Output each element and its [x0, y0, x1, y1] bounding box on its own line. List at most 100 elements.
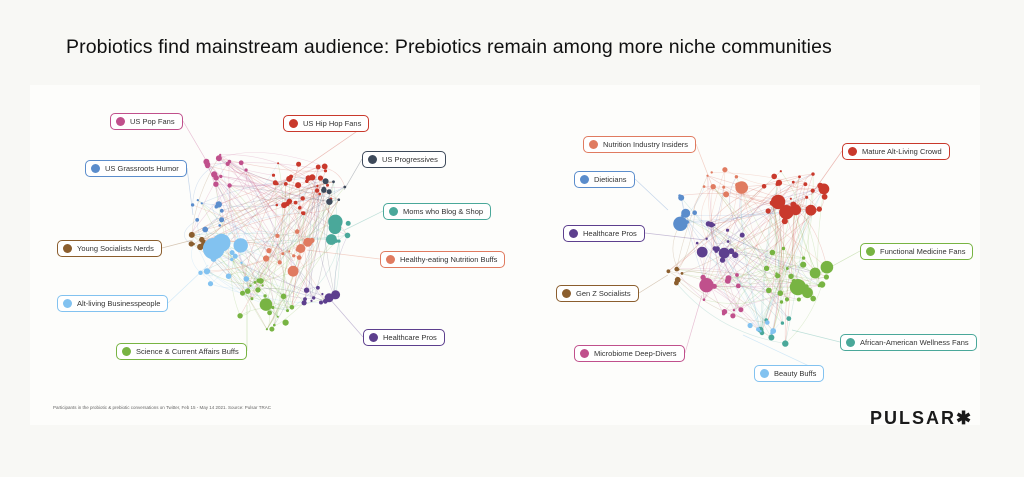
edge [214, 174, 303, 199]
edge [786, 212, 827, 278]
node [289, 305, 295, 310]
edge [240, 178, 290, 246]
node [271, 305, 275, 310]
community-label-text: Healthy-eating Nutrition Buffs [400, 255, 498, 264]
edge [272, 239, 332, 308]
edge [714, 252, 773, 287]
edge [682, 215, 820, 286]
node [197, 243, 204, 251]
node [277, 260, 282, 265]
edge [204, 204, 277, 242]
node [714, 246, 720, 252]
node [785, 267, 789, 270]
node [810, 295, 816, 302]
leader-line [161, 239, 193, 249]
node [739, 232, 745, 238]
edge [772, 202, 799, 288]
leader-line [343, 158, 363, 191]
edge [680, 197, 704, 278]
community-label-text: Gen Z Socialists [576, 289, 631, 298]
community-dot-icon [848, 147, 857, 156]
node [322, 178, 329, 185]
edge [779, 279, 795, 294]
community-dot-icon [289, 119, 298, 128]
node [813, 267, 816, 270]
node [190, 203, 195, 207]
node [227, 183, 232, 188]
edge [728, 276, 827, 285]
node [734, 175, 739, 179]
node [326, 198, 333, 205]
edge [191, 232, 332, 240]
edge [184, 219, 198, 245]
edge [714, 208, 820, 287]
edge [279, 193, 320, 263]
page-title: Probiotics find mainstream audience: Pre… [66, 36, 832, 58]
edge [209, 249, 330, 299]
node [281, 252, 285, 256]
community-dot-icon [846, 338, 855, 347]
node [735, 283, 741, 289]
node [219, 208, 224, 213]
node [277, 162, 280, 165]
edge [282, 253, 296, 261]
edge [245, 169, 308, 243]
edge [296, 199, 339, 232]
edge [197, 199, 280, 263]
community-dot-icon [63, 299, 72, 308]
footnote: Participants in the probiotic & prebioti… [53, 405, 271, 410]
edge [711, 224, 742, 310]
edge [287, 241, 340, 311]
community-label-text: Moms who Blog & Shop [403, 207, 484, 216]
edge [678, 212, 695, 270]
community-dot-icon [580, 349, 589, 358]
edge [708, 173, 814, 224]
node [214, 204, 219, 209]
edge [191, 243, 201, 274]
community-label-text: Microbiome Deep-Divers [594, 349, 677, 358]
node [747, 322, 753, 329]
node [295, 182, 302, 189]
node [315, 164, 321, 170]
node [309, 237, 315, 244]
node [271, 173, 276, 177]
edge [201, 185, 231, 240]
edge [206, 161, 253, 299]
node [195, 218, 200, 222]
node [272, 180, 278, 186]
edge [240, 292, 251, 317]
node [258, 278, 264, 284]
edge [771, 202, 781, 338]
edge [215, 183, 286, 187]
community-label: Gen Z Socialists [556, 285, 639, 302]
node [280, 293, 287, 300]
edge [204, 180, 308, 242]
edge [304, 177, 320, 300]
edge [204, 229, 253, 299]
node [210, 255, 217, 262]
node [292, 254, 296, 258]
edge [218, 166, 319, 205]
node [294, 229, 300, 234]
node [781, 218, 788, 225]
edge [737, 201, 779, 287]
edge [218, 158, 309, 243]
node [321, 292, 324, 296]
edge [706, 185, 739, 286]
edge [714, 224, 767, 269]
edge [767, 210, 788, 300]
node [326, 183, 329, 187]
edge [723, 173, 814, 254]
edge [231, 256, 241, 316]
edge [220, 154, 325, 189]
edge [192, 161, 230, 205]
node [732, 252, 739, 259]
node [314, 188, 320, 193]
node [805, 206, 809, 210]
node [674, 266, 679, 272]
node [786, 316, 792, 321]
edge [265, 163, 283, 305]
edge [315, 193, 336, 298]
edge [733, 273, 777, 311]
community-label: Young Socialists Nerds [57, 240, 162, 257]
